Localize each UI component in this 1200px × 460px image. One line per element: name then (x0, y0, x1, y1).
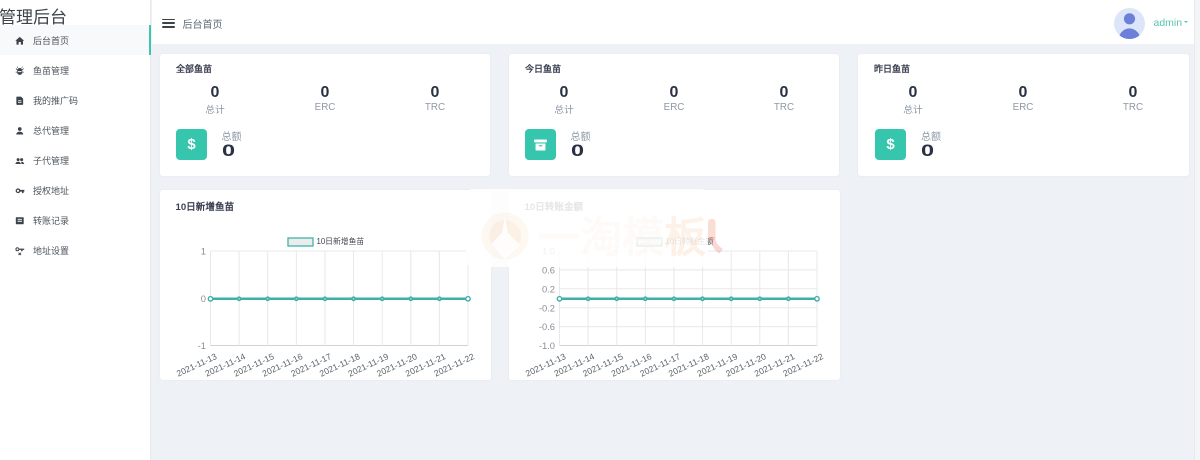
svg-text:10日新增鱼苗: 10日新增鱼苗 (317, 236, 365, 246)
svg-text:-0.6: -0.6 (539, 321, 555, 332)
svg-text:0.6: 0.6 (542, 265, 555, 276)
svg-text:-1: -1 (198, 340, 206, 351)
svg-text:0.2: 0.2 (542, 283, 555, 294)
svg-text:1: 1 (201, 246, 206, 257)
svg-text:0: 0 (201, 293, 206, 304)
svg-text:-0.2: -0.2 (539, 302, 555, 313)
svg-text:-1.0: -1.0 (539, 340, 555, 351)
